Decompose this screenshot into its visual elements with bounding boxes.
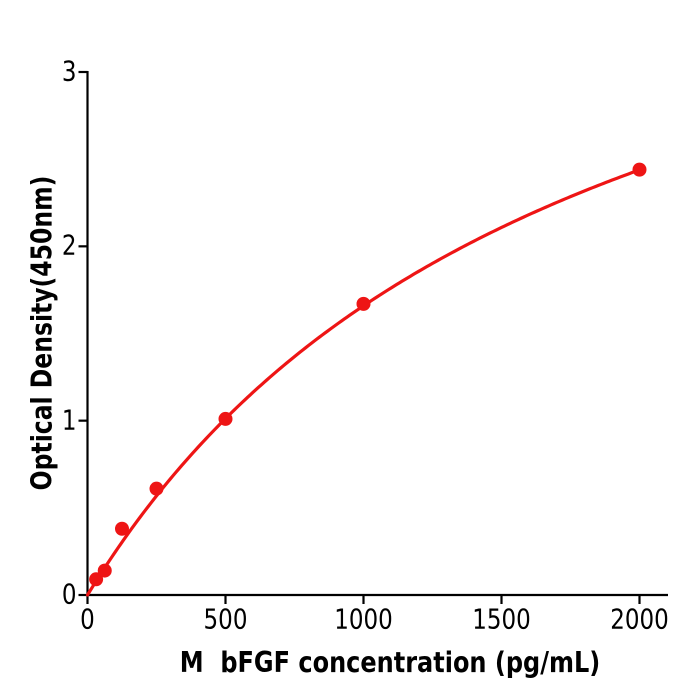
data-point [149,481,164,496]
x-tick-label: 500 [203,604,248,636]
y-tick-label: 1 [61,405,77,437]
x-axis-title: M bFGF concentration (pg/mL) [179,646,601,680]
y-tick-label: 3 [61,56,77,88]
standard-curve-line [85,168,642,597]
data-point [632,162,647,177]
y-axis-title: Optical Density(450nm) [25,175,59,491]
y-tick-label: 2 [61,230,77,262]
x-tick-label: 1500 [472,604,531,636]
data-point [356,296,371,311]
data-point [97,563,112,578]
x-tick-label: 1000 [334,604,393,636]
y-tick-label: 0 [61,579,77,611]
data-point [115,521,129,536]
x-tick-label: 2000 [610,604,669,636]
data-point [89,572,104,587]
data-point [218,411,233,426]
x-tick-label: 0 [80,604,95,636]
